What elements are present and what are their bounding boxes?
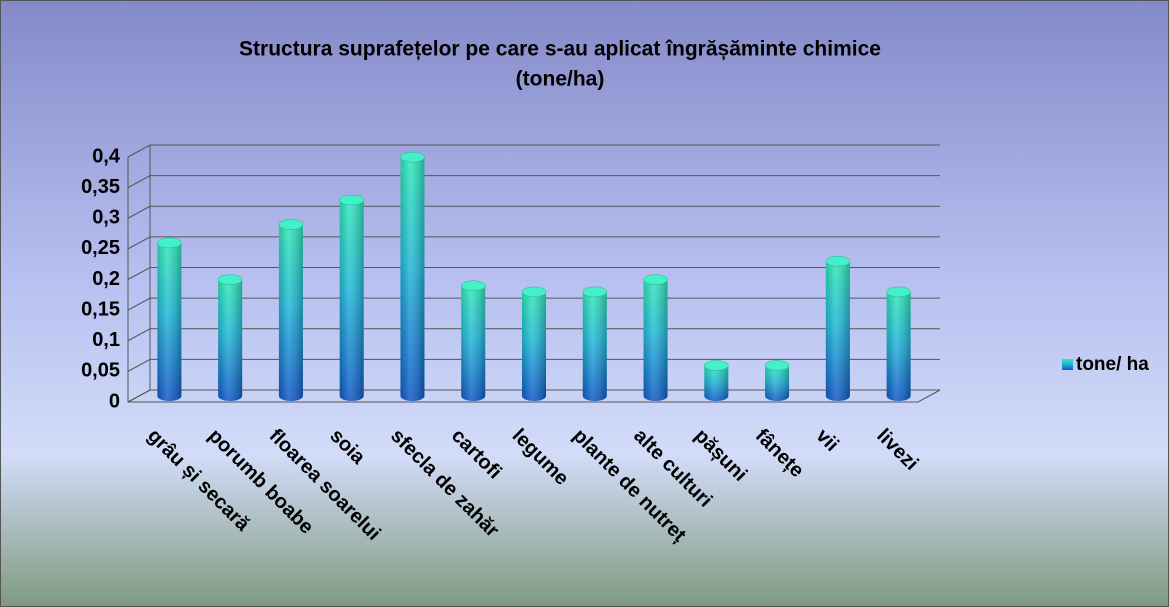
grid-line: [127, 205, 940, 219]
y-tick-label: 0,15: [81, 298, 120, 320]
grid-line: [127, 144, 940, 158]
y-tick-label: 0,1: [92, 329, 120, 351]
bar: [278, 219, 304, 402]
chart-title: Structura suprafețelor pe care s-au apli…: [239, 38, 881, 61]
cylinder-top: [825, 256, 851, 267]
legend-label: tone/ ha: [1076, 354, 1149, 375]
cylinder-top: [460, 280, 486, 291]
cylinder-shade: [582, 291, 607, 402]
cylinder-top: [157, 237, 182, 249]
cylinder-shade: [400, 157, 425, 402]
bar: [643, 274, 668, 402]
y-tick-label: 0,4: [92, 145, 121, 167]
cylinder-top: [582, 286, 608, 298]
cylinder-top: [643, 274, 668, 285]
grid-line: [127, 236, 940, 250]
chart-title: (tone/ha): [516, 68, 605, 91]
cylinder-shade: [218, 279, 243, 402]
cylinder-shade: [278, 224, 303, 402]
bar: [521, 286, 547, 401]
cylinder-top: [217, 274, 243, 285]
bar: [339, 194, 364, 402]
cylinder-top: [278, 219, 304, 230]
grid-line: [127, 328, 940, 342]
cylinder-shade: [765, 365, 790, 402]
bar: [764, 360, 790, 402]
cylinder-top: [521, 286, 547, 298]
cylinder-top: [704, 360, 729, 371]
y-tick-label: 0,35: [81, 176, 120, 198]
y-tick-label: 0,3: [92, 207, 120, 229]
cylinder-shade: [886, 291, 911, 402]
bar: [886, 286, 911, 402]
y-tick-label: 0,2: [92, 268, 120, 290]
cylinder-top: [339, 194, 364, 206]
cylinder-top: [764, 360, 790, 371]
cylinder-top: [400, 151, 425, 163]
grid-line: [127, 389, 940, 403]
bar: [157, 237, 182, 402]
cylinder-shade: [461, 285, 486, 402]
legend-swatch: [1062, 359, 1073, 370]
cylinder-shade: [643, 279, 668, 402]
bar: [460, 280, 486, 402]
grid-line: [127, 358, 940, 372]
bar: [582, 286, 608, 402]
grid-line: [127, 175, 940, 189]
grid-line: [127, 297, 940, 311]
cylinder-shade: [339, 200, 364, 402]
bar: [704, 360, 729, 402]
y-tick-label: 0,05: [81, 360, 120, 382]
y-tick-label: 0,25: [81, 237, 120, 259]
bar: [400, 151, 425, 402]
y-tick-label: 0: [109, 390, 120, 412]
cylinder-shade: [825, 261, 850, 402]
bar: [217, 274, 243, 402]
cylinder-shade: [522, 291, 546, 401]
cylinder-shade: [157, 242, 182, 402]
bar: [825, 256, 851, 402]
cylinder-shade: [704, 365, 729, 402]
cylinder-top: [886, 286, 911, 298]
grid-line: [127, 267, 940, 280]
